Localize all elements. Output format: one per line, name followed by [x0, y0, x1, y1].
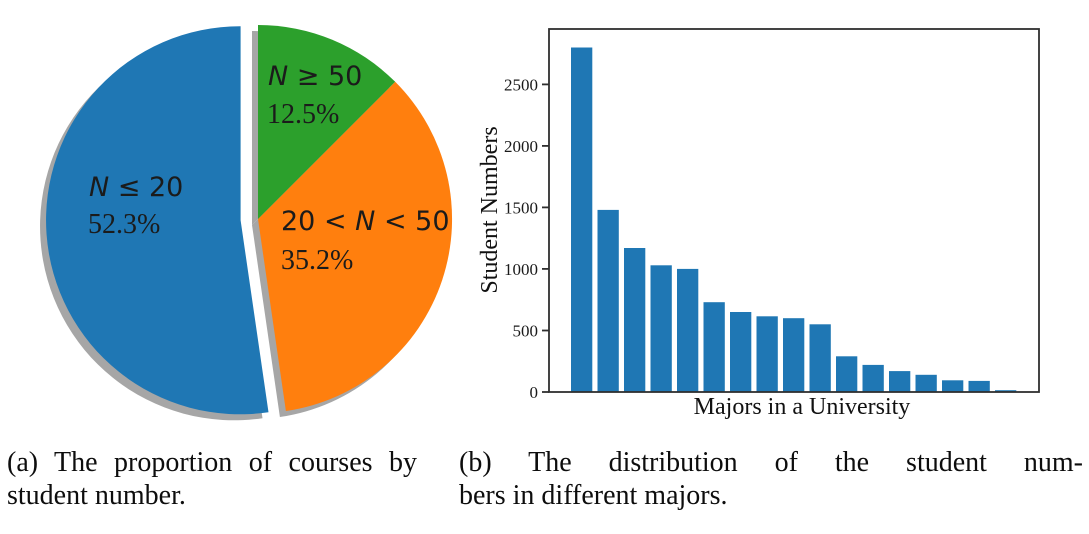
bar-0: [571, 47, 593, 392]
bar-15: [968, 380, 990, 392]
bar-2: [624, 248, 646, 392]
bar-9: [809, 324, 831, 392]
y-tick-label: 500: [513, 322, 539, 341]
caption-b: (b) The distribution of the student num-…: [459, 446, 1083, 512]
pie-slice-1: [258, 81, 453, 412]
bar-10: [836, 356, 858, 392]
x-axis-label: Majors in a University: [694, 394, 911, 420]
bar-12: [889, 371, 911, 392]
bar-6: [730, 312, 752, 392]
pie-slice-pct-2: 12.5%: [267, 99, 339, 130]
pie-slice-label-2: N ≥ 50: [268, 61, 362, 92]
y-tick-label: 1000: [504, 260, 538, 279]
bar-4: [677, 268, 699, 392]
y-tick-label: 2000: [504, 137, 538, 156]
pie-slice-0: [46, 26, 269, 415]
bar-11: [862, 364, 884, 392]
bar-7: [756, 316, 778, 392]
bar-8: [783, 318, 805, 392]
bar-chart: 0 500 1000 1500 2000 2500 Student Numbers Major…: [477, 28, 1040, 420]
pie-slice-label-0: N ≤ 20: [89, 172, 183, 203]
caption-a: (a) The proportion of courses by student…: [7, 446, 417, 512]
bar-13: [915, 374, 937, 392]
bar-1: [597, 209, 619, 392]
bar-3: [650, 265, 672, 392]
bar-14: [942, 380, 964, 392]
pie-slice-2: [258, 24, 396, 219]
y-tick-label: 0: [530, 383, 539, 402]
pie-slice-pct-1: 35.2%: [281, 245, 353, 276]
bar-5: [703, 302, 725, 392]
pie-slice-label-1: 20 < N < 50: [281, 206, 450, 237]
caption-b-line1: (b) The distribution of the student num-: [459, 447, 1083, 478]
pie-chart: N ≤ 20 52.3% 20 < N < 50 35.2% N ≥ 50 12.5%: [40, 24, 453, 421]
axes-frame: [548, 28, 1040, 393]
caption-a-line1: (a) The proportion of courses by: [7, 447, 417, 478]
y-tick-label: 1500: [504, 198, 538, 217]
caption-b-line2: bers in different majors.: [459, 480, 728, 511]
y-tick-label: 2500: [504, 75, 538, 94]
y-axis-label: Student Numbers: [477, 126, 503, 293]
caption-a-line2: student number.: [7, 480, 186, 511]
pie-slice-pct-0: 52.3%: [88, 209, 160, 240]
